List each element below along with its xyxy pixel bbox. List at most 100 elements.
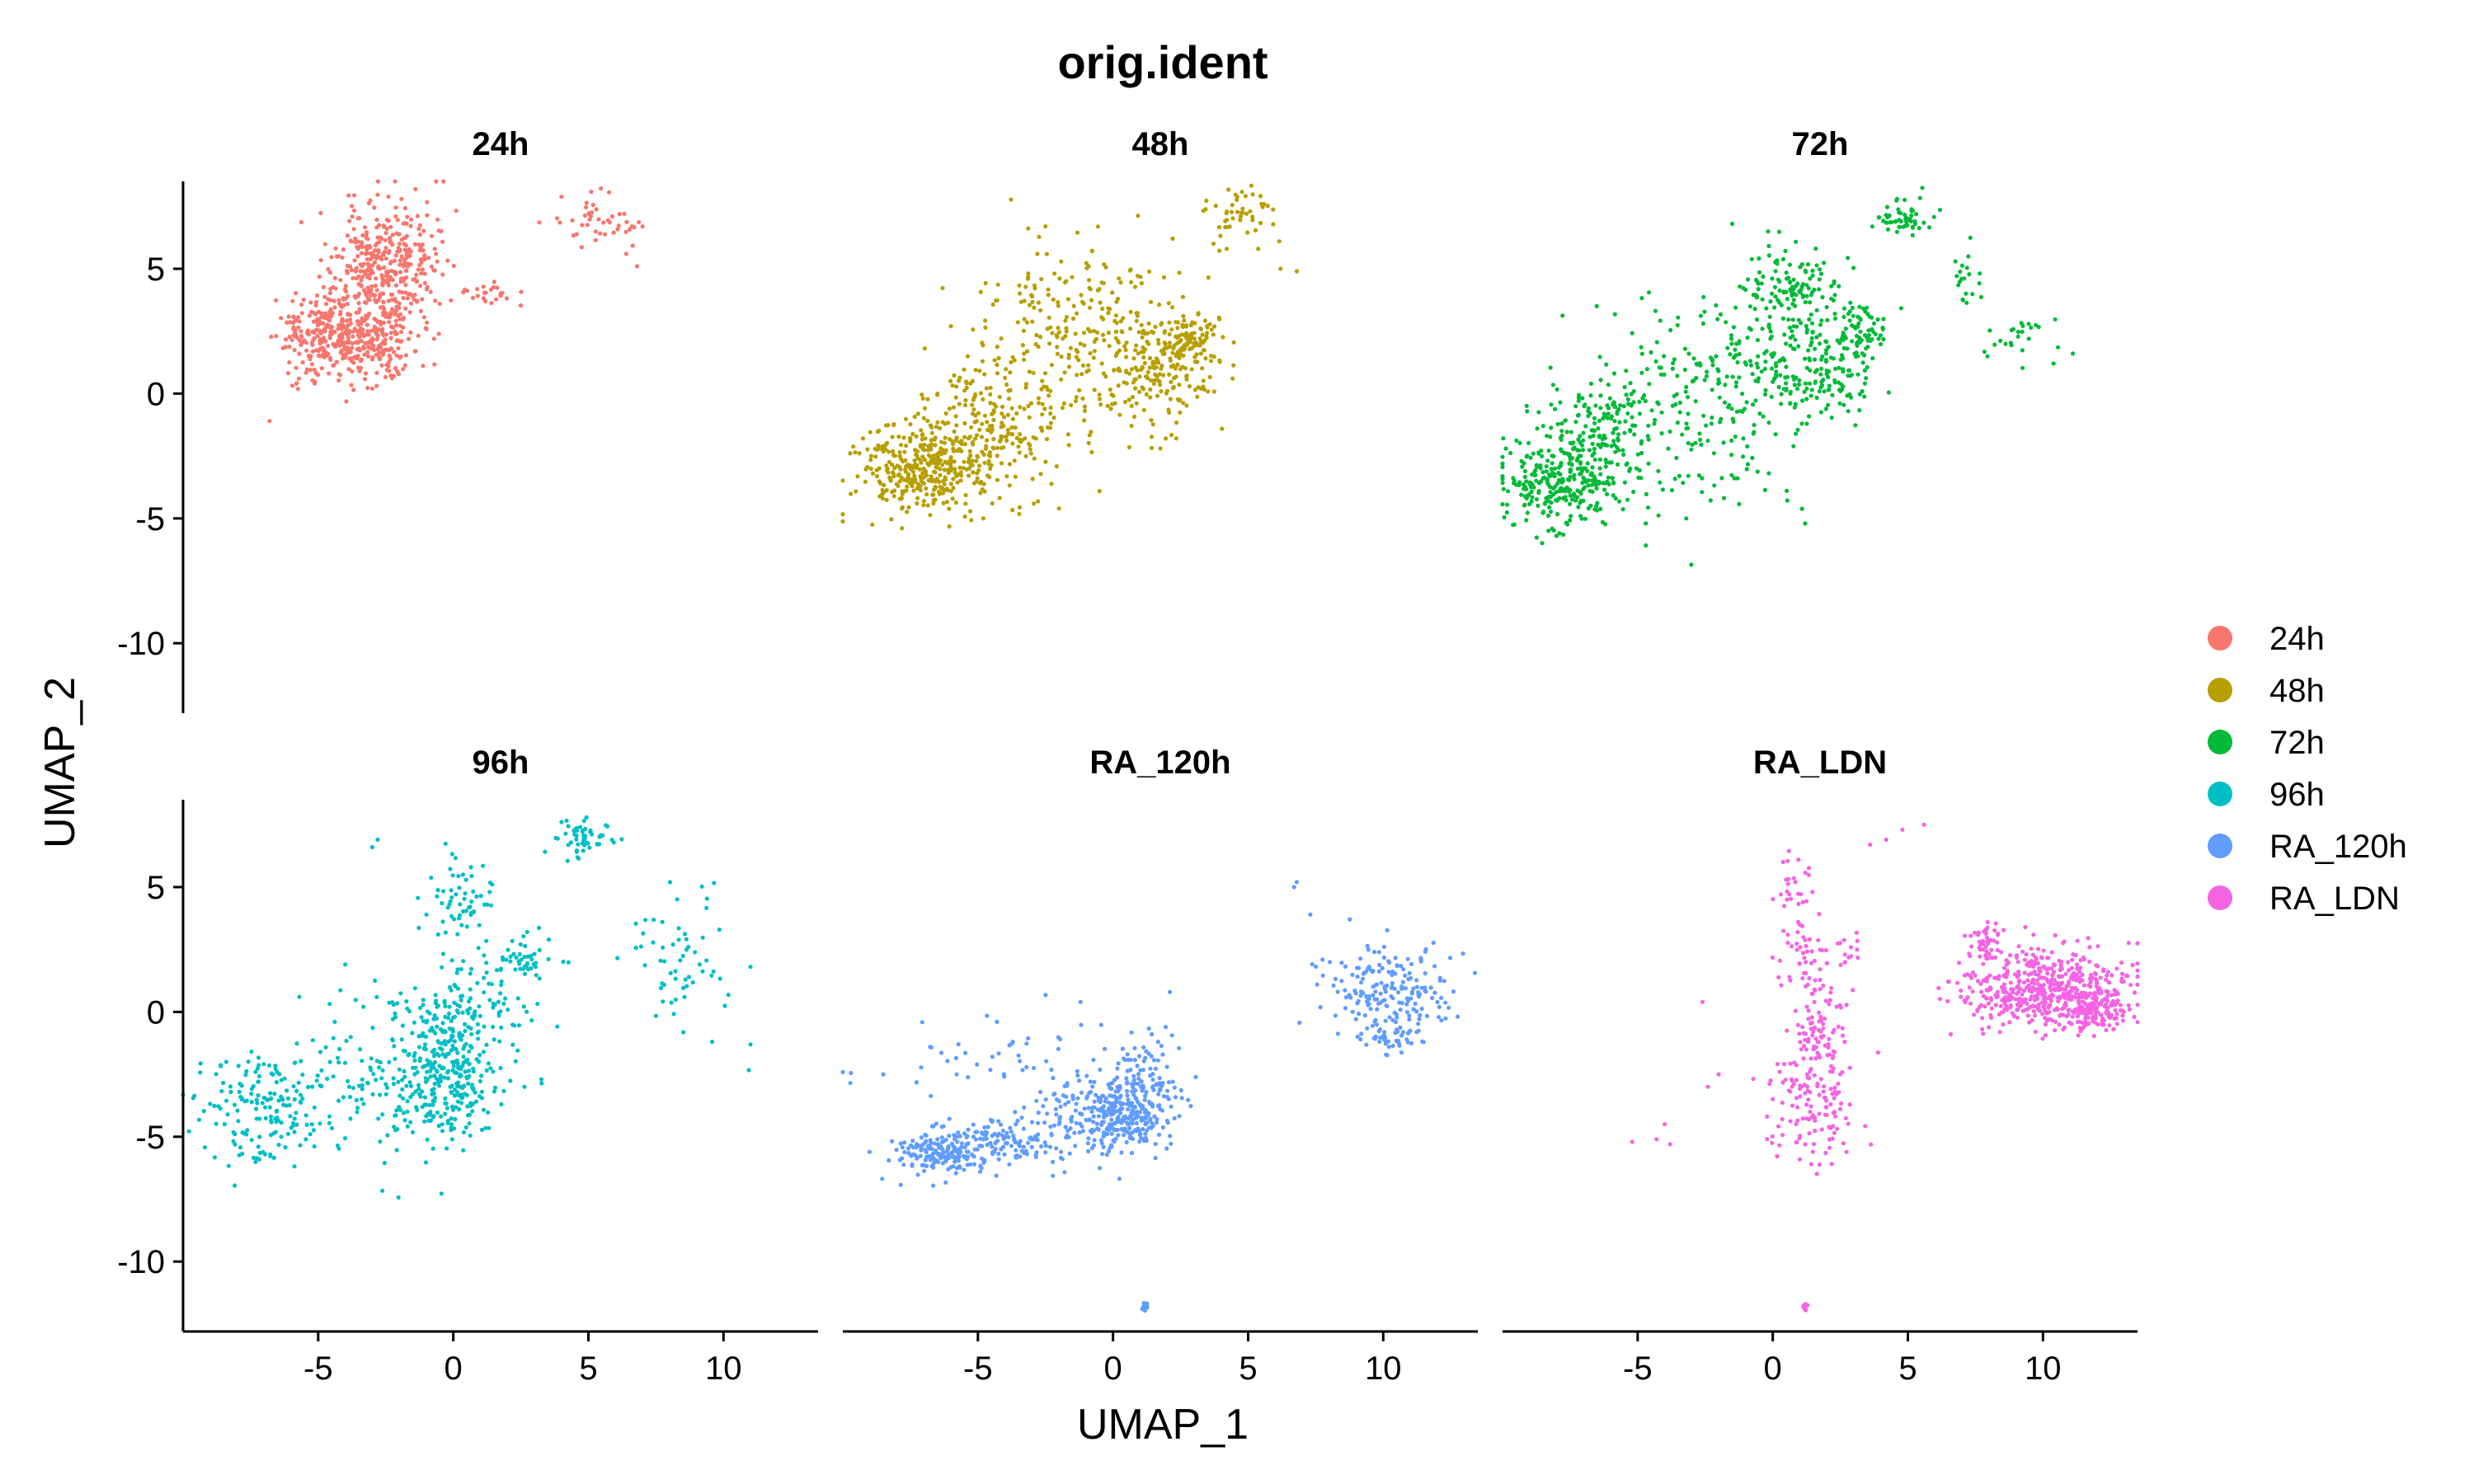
data-point (1167, 331, 1172, 337)
data-point (464, 924, 469, 929)
data-point (588, 829, 593, 834)
data-point (1138, 1131, 1143, 1136)
data-point (1022, 351, 1027, 356)
point-layer (1500, 186, 2076, 567)
data-point (1851, 324, 1856, 329)
data-point (1108, 1101, 1114, 1106)
data-point (438, 1078, 444, 1083)
data-point (1185, 333, 1190, 338)
data-point (1178, 410, 1183, 415)
data-point (356, 291, 362, 296)
data-point (454, 970, 459, 975)
data-point (418, 257, 423, 262)
data-point (457, 885, 462, 890)
data-point (463, 1029, 468, 1034)
data-point (427, 1028, 432, 1033)
data-point (963, 398, 968, 403)
data-point (1044, 437, 1050, 442)
data-point (941, 1124, 946, 1129)
data-point (294, 365, 299, 370)
data-point (929, 444, 934, 448)
data-point (1153, 1066, 1158, 1071)
data-point (1036, 1132, 1041, 1137)
data-point (522, 1084, 527, 1089)
data-point (1766, 322, 1771, 327)
data-point (1783, 248, 1788, 253)
data-point (970, 402, 975, 407)
data-point (417, 262, 422, 268)
data-point (899, 475, 904, 480)
data-point (1110, 1122, 1115, 1127)
data-point (925, 418, 930, 424)
data-point (1978, 294, 1984, 299)
data-point (429, 264, 435, 269)
data-point (1524, 479, 1529, 484)
data-point (924, 1139, 929, 1144)
data-point (244, 1098, 249, 1103)
data-point (1533, 467, 1538, 473)
data-point (981, 397, 985, 402)
data-point (422, 1119, 427, 1124)
data-point (1865, 345, 1870, 350)
data-point (1912, 218, 1917, 224)
data-point (991, 437, 996, 442)
data-point (1217, 248, 1222, 253)
data-point (1870, 355, 1875, 361)
data-point (407, 310, 412, 315)
data-point (1117, 1109, 1122, 1114)
data-point (371, 1072, 376, 1077)
data-point (1004, 474, 1009, 479)
data-point (484, 1042, 489, 1047)
data-point (700, 969, 705, 974)
data-point (1097, 1166, 1103, 1171)
data-point (388, 237, 393, 242)
data-point (1173, 366, 1178, 371)
data-point (1037, 335, 1043, 340)
data-point (1129, 403, 1134, 408)
data-point (1755, 365, 1761, 370)
data-point (1566, 477, 1571, 482)
data-point (489, 982, 495, 987)
data-point (1866, 333, 1871, 338)
data-point (957, 402, 962, 406)
data-point (1751, 431, 1756, 436)
data-point (1259, 201, 1264, 207)
data-point (971, 1134, 976, 1139)
data-point (906, 505, 911, 510)
data-point (1055, 335, 1060, 340)
data-point (1087, 1117, 1092, 1123)
data-point (537, 220, 542, 225)
data-point (1985, 354, 1990, 359)
data-point (1779, 392, 1784, 397)
data-point (428, 1109, 433, 1115)
data-point (361, 345, 366, 350)
data-point (1590, 465, 1595, 470)
data-point (421, 364, 426, 369)
data-point (880, 1176, 885, 1181)
data-point (1231, 363, 1236, 368)
data-point (1682, 346, 1687, 351)
data-point (1672, 477, 1677, 481)
data-point (1221, 335, 1225, 340)
data-point (961, 466, 966, 471)
data-point (277, 1072, 282, 1077)
data-point (508, 954, 513, 959)
data-point (1182, 318, 1187, 323)
data-point (1125, 1052, 1130, 1057)
data-point (697, 962, 703, 967)
data-point (335, 1143, 340, 1148)
data-point (1376, 969, 1381, 974)
data-point (987, 474, 992, 480)
data-point (955, 448, 960, 453)
data-point (1612, 427, 1617, 432)
data-point (343, 1060, 348, 1065)
data-point (396, 1079, 401, 1084)
data-point (1597, 457, 1602, 463)
data-point (1007, 462, 1012, 467)
data-point (1573, 498, 1578, 503)
data-point (1136, 351, 1141, 356)
data-point (385, 276, 391, 281)
data-point (1343, 988, 1348, 993)
data-point (1622, 430, 1627, 435)
